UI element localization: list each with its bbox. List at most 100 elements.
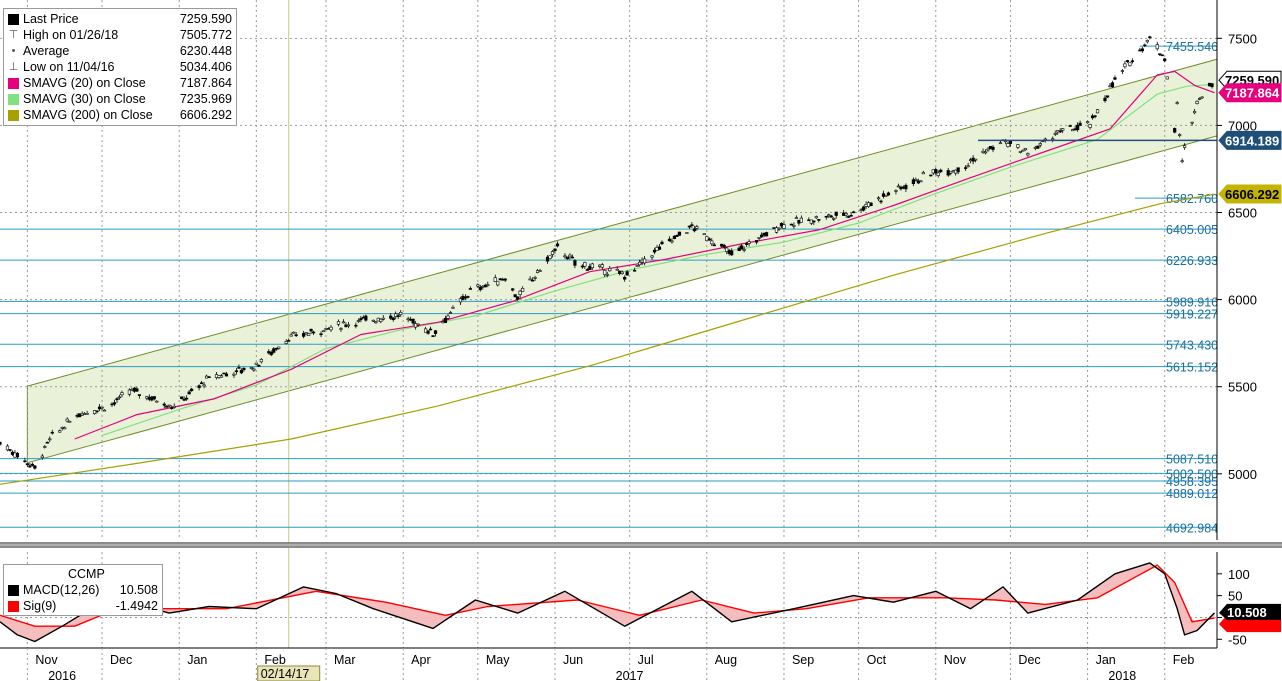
price-candle	[389, 315, 393, 319]
level-label: 4692.984	[1166, 521, 1218, 535]
price-candle	[25, 463, 29, 465]
month-label: Nov	[944, 653, 967, 667]
price-candle	[545, 256, 550, 262]
year-label: 2017	[616, 669, 644, 681]
price-candle	[730, 250, 734, 256]
legend-label: Last Price	[23, 12, 79, 26]
price-candle	[774, 227, 779, 233]
price-candle	[1008, 140, 1013, 144]
price-candle	[1078, 122, 1082, 126]
price-candle	[817, 219, 821, 221]
level-label: 5989.916	[1166, 295, 1218, 309]
price-candle	[754, 240, 759, 243]
price-candle	[921, 172, 925, 175]
price-candle	[172, 405, 176, 408]
price-candle	[605, 273, 609, 276]
price-candle	[548, 255, 552, 259]
price-candle	[650, 255, 654, 258]
cursor-date-box	[257, 665, 321, 681]
price-candle	[633, 269, 637, 272]
price-candle	[199, 382, 204, 385]
price-candle	[973, 158, 978, 161]
price-candle	[1190, 121, 1194, 124]
price-candle	[1036, 145, 1040, 149]
price-candle	[812, 220, 816, 223]
price-candle	[1103, 97, 1107, 102]
price-candle	[747, 241, 751, 244]
month-label: Dec	[1018, 653, 1040, 667]
price-candle	[590, 263, 594, 268]
price-candle	[45, 441, 49, 444]
low-marker-icon: ⊥	[8, 61, 19, 73]
price-candle	[15, 452, 20, 458]
price-candle	[1018, 151, 1022, 153]
price-candle	[292, 331, 296, 334]
price-candle	[896, 185, 901, 188]
legend-row: SMAVG (200) on Close 6606.292	[8, 107, 232, 123]
price-candle	[476, 284, 480, 287]
cursor-date-label: 02/14/17	[261, 667, 310, 681]
price-candle	[764, 232, 769, 237]
month-label: Feb	[1173, 653, 1195, 667]
month-label: Nov	[35, 653, 58, 667]
macd-fill	[0, 562, 1215, 642]
price-candle	[1068, 125, 1072, 127]
legend-label: Low on 11/04/16	[23, 60, 115, 74]
price-candle	[991, 146, 995, 150]
month-label: Jun	[563, 653, 583, 667]
price-candle	[894, 190, 898, 192]
price-candle	[428, 328, 433, 331]
price-candle	[847, 216, 851, 218]
price-candle	[289, 334, 293, 337]
price-candle	[964, 167, 968, 169]
price-candle	[486, 284, 490, 286]
price-candle	[550, 251, 555, 255]
price-candle	[710, 240, 714, 245]
average-marker-icon: •	[11, 45, 16, 57]
level-label: 7455.546	[1166, 40, 1218, 54]
month-label: Jan	[1096, 653, 1116, 667]
price-candle	[28, 465, 32, 468]
price-candle	[844, 213, 848, 216]
price-candle	[1130, 60, 1134, 63]
price-candle	[284, 341, 288, 344]
price-candle	[202, 384, 206, 387]
price-candle	[1105, 95, 1110, 98]
price-candle	[309, 328, 313, 332]
price-candle	[374, 321, 378, 324]
price-candle	[528, 278, 532, 281]
price-candle	[852, 211, 856, 214]
price-candle	[277, 346, 281, 349]
macd-legend-row: Sig(9) -1.4942	[8, 598, 158, 614]
price-candle	[929, 174, 933, 177]
price-candle	[834, 211, 838, 216]
price-candle	[1120, 70, 1125, 72]
price-candle	[254, 362, 258, 365]
price-candle	[652, 249, 657, 253]
legend-value: 6230.448	[179, 44, 232, 58]
price-candle	[329, 326, 333, 331]
price-candle	[876, 197, 881, 200]
price-candle	[391, 317, 395, 321]
price-candle	[1125, 60, 1130, 63]
price-candle	[914, 178, 918, 181]
price-candle	[252, 368, 256, 371]
legend-value: 6606.292	[179, 108, 232, 122]
price-candle	[396, 315, 400, 317]
channel-upper-line	[27, 58, 1218, 387]
price-candle	[600, 264, 604, 268]
price-candle	[85, 413, 89, 415]
macd-legend-label: MACD(12,26)	[23, 583, 100, 597]
price-tag	[1218, 83, 1282, 103]
level-label: 6582.760	[1166, 192, 1218, 206]
price-candle	[687, 225, 691, 228]
price-candle	[319, 333, 323, 336]
price-candle	[861, 206, 866, 211]
price-candle	[414, 323, 418, 328]
price-candle	[530, 279, 535, 282]
price-candle	[1076, 124, 1080, 131]
price-candle	[503, 278, 507, 281]
trend-channel	[27, 59, 1218, 463]
y-tick-label: 6000	[1228, 293, 1257, 308]
